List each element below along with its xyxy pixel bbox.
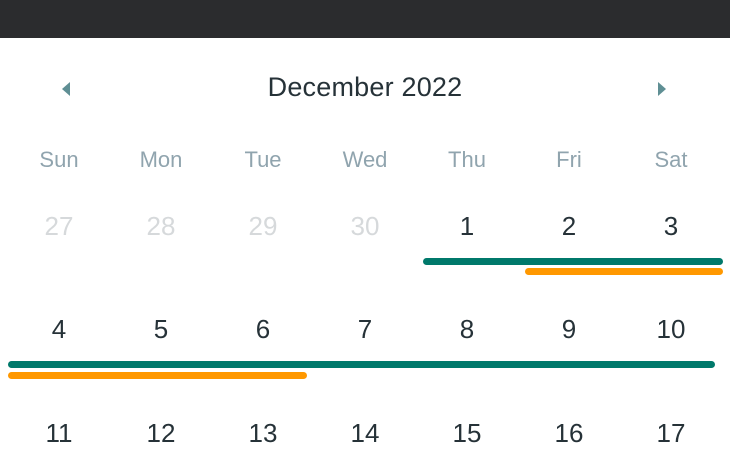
- app-header-bar: [0, 0, 730, 38]
- day-cell[interactable]: 28: [146, 211, 176, 241]
- weekday-wed: Wed: [342, 147, 388, 172]
- prev-month-button[interactable]: [54, 78, 78, 100]
- weekday-fri: Fri: [556, 147, 582, 172]
- day-cell[interactable]: 6: [255, 314, 271, 344]
- day-cell[interactable]: 5: [153, 314, 169, 344]
- day-cell[interactable]: 27: [44, 211, 74, 241]
- day-cell[interactable]: 30: [350, 211, 380, 241]
- day-cell[interactable]: 4: [51, 314, 67, 344]
- day-cell[interactable]: 10: [656, 314, 686, 344]
- next-month-button[interactable]: [650, 78, 674, 100]
- day-cell[interactable]: 15: [452, 418, 482, 448]
- day-cell[interactable]: 13: [248, 418, 278, 448]
- day-cell[interactable]: 7: [357, 314, 373, 344]
- day-cell[interactable]: 12: [146, 418, 176, 448]
- day-cell[interactable]: 29: [248, 211, 278, 241]
- triangle-left-icon: [62, 82, 70, 96]
- day-cell[interactable]: 3: [663, 211, 679, 241]
- day-cell[interactable]: 8: [459, 314, 475, 344]
- weekday-mon: Mon: [139, 147, 183, 172]
- day-cell[interactable]: 1: [459, 211, 475, 241]
- weekday-sat: Sat: [654, 147, 688, 172]
- event-bar-teal[interactable]: [423, 258, 723, 265]
- day-cell[interactable]: 17: [656, 418, 686, 448]
- event-bar-teal[interactable]: [8, 361, 715, 368]
- triangle-right-icon: [658, 82, 666, 96]
- day-cell[interactable]: 11: [45, 418, 73, 448]
- day-cell[interactable]: 9: [561, 314, 577, 344]
- event-bar-orange[interactable]: [525, 268, 723, 275]
- weekday-sun: Sun: [39, 147, 79, 172]
- day-cell[interactable]: 14: [350, 418, 380, 448]
- weekday-thu: Thu: [448, 147, 486, 172]
- day-cell[interactable]: 2: [561, 211, 577, 241]
- day-cell[interactable]: 16: [554, 418, 584, 448]
- month-title: December 2022: [267, 72, 463, 102]
- weekday-tue: Tue: [244, 147, 282, 172]
- event-bar-orange[interactable]: [8, 372, 307, 379]
